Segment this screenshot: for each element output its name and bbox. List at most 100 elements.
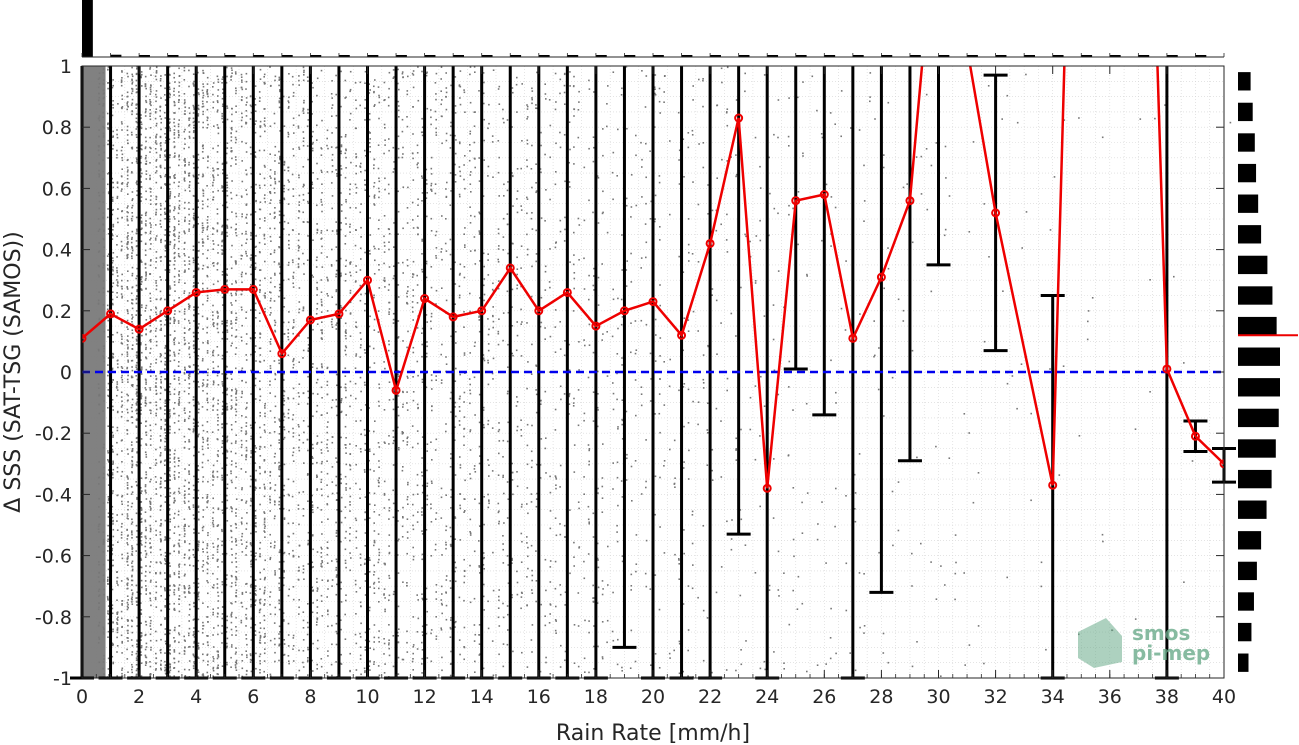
scatter-point xyxy=(207,621,209,623)
scatter-point xyxy=(149,530,152,533)
scatter-point xyxy=(263,424,266,426)
scatter-point xyxy=(201,106,204,108)
scatter-point xyxy=(245,151,248,153)
scatter-point xyxy=(270,84,272,87)
scatter-point xyxy=(307,449,309,452)
scatter-point xyxy=(112,181,114,184)
scatter-point xyxy=(188,590,190,593)
scatter-point xyxy=(136,121,138,124)
scatter-point xyxy=(173,322,175,324)
scatter-point xyxy=(107,128,110,130)
scatter-point xyxy=(197,540,200,543)
scatter-point xyxy=(144,634,147,637)
scatter-point xyxy=(149,424,152,427)
scatter-point xyxy=(144,254,147,256)
scatter-point xyxy=(102,543,105,545)
scatter-point xyxy=(245,416,247,418)
scatter-point xyxy=(183,313,186,315)
scatter-point xyxy=(206,568,209,571)
scatter-point xyxy=(212,181,214,184)
scatter-point xyxy=(169,318,172,321)
scatter-point xyxy=(121,320,123,323)
top-histogram-bar xyxy=(139,55,150,57)
scatter-point xyxy=(169,537,171,540)
scatter-point xyxy=(150,104,152,107)
scatter-point xyxy=(259,426,261,429)
scatter-point xyxy=(225,201,228,204)
scatter-point xyxy=(298,308,301,310)
scatter-point xyxy=(349,206,352,209)
scatter-point xyxy=(155,195,157,198)
scatter-point xyxy=(283,577,285,579)
scatter-point xyxy=(292,532,295,535)
scatter-point xyxy=(201,445,204,448)
scatter-point xyxy=(184,269,186,272)
scatter-point xyxy=(292,91,295,94)
scatter-point xyxy=(202,384,205,386)
scatter-point xyxy=(144,85,147,88)
scatter-point xyxy=(311,149,314,152)
scatter-point xyxy=(140,373,143,375)
scatter-point xyxy=(207,340,209,342)
scatter-point xyxy=(344,79,347,82)
scatter-point xyxy=(283,160,286,163)
scatter-point xyxy=(188,375,191,378)
scatter-point xyxy=(264,536,266,538)
scatter-point xyxy=(183,130,185,133)
scatter-point xyxy=(155,319,157,322)
scatter-point xyxy=(212,176,215,179)
scatter-point xyxy=(249,653,252,655)
scatter-point xyxy=(111,209,114,211)
scatter-point xyxy=(168,234,171,237)
scatter-point xyxy=(316,618,319,621)
scatter-point xyxy=(274,421,276,423)
scatter-point xyxy=(321,329,323,331)
scatter-point xyxy=(136,378,139,381)
scatter-point xyxy=(278,150,280,153)
scatter-point xyxy=(127,411,129,414)
scatter-point xyxy=(340,653,342,656)
scatter-point xyxy=(140,396,142,399)
scatter-point xyxy=(155,412,157,415)
scatter-point xyxy=(188,439,190,441)
scatter-point xyxy=(121,411,123,413)
scatter-point xyxy=(111,285,114,288)
scatter-point xyxy=(150,369,152,371)
scatter-point xyxy=(250,427,253,429)
scatter-point xyxy=(103,96,105,99)
scatter-point xyxy=(131,554,133,556)
scatter-point xyxy=(173,388,176,391)
scatter-point xyxy=(140,234,143,236)
scatter-point xyxy=(270,444,272,447)
scatter-point xyxy=(159,312,162,315)
scatter-point xyxy=(131,212,133,214)
scatter-point xyxy=(235,322,237,324)
scatter-point xyxy=(197,592,200,594)
scatter-point xyxy=(335,289,338,291)
scatter-point xyxy=(212,658,215,660)
scatter-point xyxy=(336,233,338,235)
scatter-point xyxy=(288,311,290,313)
scatter-point xyxy=(188,383,191,385)
scatter-point xyxy=(116,385,118,388)
scatter-point xyxy=(240,293,243,296)
scatter-point xyxy=(183,372,186,374)
scatter-point xyxy=(192,548,195,551)
scatter-point xyxy=(164,464,166,466)
scatter-point xyxy=(145,565,147,567)
scatter-point xyxy=(178,393,180,396)
scatter-point xyxy=(225,161,228,164)
scatter-point xyxy=(178,487,180,490)
scatter-point xyxy=(197,582,200,585)
scatter-point xyxy=(98,194,101,197)
scatter-point xyxy=(192,261,195,264)
scatter-point xyxy=(302,252,304,255)
scatter-point xyxy=(111,262,114,264)
scatter-point xyxy=(178,273,180,276)
scatter-point xyxy=(292,451,295,454)
scatter-point xyxy=(164,155,167,158)
scatter-point xyxy=(197,425,199,427)
scatter-point xyxy=(230,614,232,616)
scatter-point xyxy=(164,352,166,355)
scatter-point xyxy=(145,99,147,102)
